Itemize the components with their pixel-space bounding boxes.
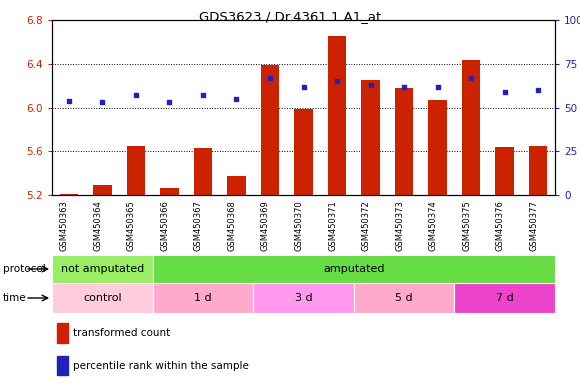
Point <box>433 83 443 89</box>
Bar <box>60 194 78 195</box>
Text: GSM450366: GSM450366 <box>160 200 169 251</box>
Bar <box>126 146 145 195</box>
Point <box>265 74 274 81</box>
Point <box>232 96 241 102</box>
Text: percentile rank within the sample: percentile rank within the sample <box>73 361 249 371</box>
Text: not amputated: not amputated <box>61 264 144 274</box>
Bar <box>52 255 153 283</box>
Point <box>198 92 208 98</box>
Bar <box>529 146 548 195</box>
Bar <box>57 323 68 343</box>
Bar <box>429 100 447 195</box>
Point <box>332 78 342 84</box>
Bar <box>227 176 246 195</box>
Point <box>64 98 74 104</box>
Text: GSM450376: GSM450376 <box>496 200 505 251</box>
Bar <box>194 148 212 195</box>
Bar <box>395 88 414 195</box>
Text: time: time <box>3 293 27 303</box>
Point <box>466 74 476 81</box>
Text: GSM450368: GSM450368 <box>227 200 237 251</box>
Text: 3 d: 3 d <box>295 293 312 303</box>
Point <box>534 87 543 93</box>
Text: GSM450373: GSM450373 <box>395 200 404 251</box>
Text: 1 d: 1 d <box>194 293 212 303</box>
Point <box>366 82 375 88</box>
Bar <box>93 185 111 195</box>
Text: 7 d: 7 d <box>496 293 513 303</box>
Bar <box>462 60 480 195</box>
Bar <box>495 147 514 195</box>
Text: GSM450377: GSM450377 <box>529 200 538 251</box>
Text: GSM450371: GSM450371 <box>328 200 337 250</box>
Text: GSM450370: GSM450370 <box>295 200 303 250</box>
Bar <box>160 189 179 195</box>
Text: GDS3623 / Dr.4361.1.A1_at: GDS3623 / Dr.4361.1.A1_at <box>199 10 381 23</box>
Bar <box>153 283 253 313</box>
Text: GSM450364: GSM450364 <box>93 200 102 250</box>
Text: 5 d: 5 d <box>396 293 413 303</box>
Bar <box>52 283 153 313</box>
Text: GSM450363: GSM450363 <box>60 200 69 251</box>
Text: GSM450374: GSM450374 <box>429 200 438 250</box>
Text: GSM450369: GSM450369 <box>261 200 270 250</box>
Text: control: control <box>83 293 122 303</box>
Bar <box>328 36 346 195</box>
Point <box>131 92 140 98</box>
Bar <box>153 255 555 283</box>
Point <box>299 83 308 89</box>
Bar <box>454 283 555 313</box>
Bar <box>294 109 313 195</box>
Point <box>165 99 174 105</box>
Text: GSM450365: GSM450365 <box>127 200 136 250</box>
Bar <box>361 80 380 195</box>
Text: amputated: amputated <box>323 264 385 274</box>
Point <box>97 99 107 105</box>
Text: GSM450372: GSM450372 <box>361 200 371 250</box>
Bar <box>261 65 279 195</box>
Text: transformed count: transformed count <box>73 328 171 338</box>
Text: GSM450367: GSM450367 <box>194 200 203 251</box>
Text: protocol: protocol <box>3 264 46 274</box>
Point <box>400 83 409 89</box>
Point <box>500 89 509 95</box>
Bar <box>253 283 354 313</box>
Bar <box>57 356 68 376</box>
Text: GSM450375: GSM450375 <box>462 200 471 250</box>
Bar <box>354 283 454 313</box>
